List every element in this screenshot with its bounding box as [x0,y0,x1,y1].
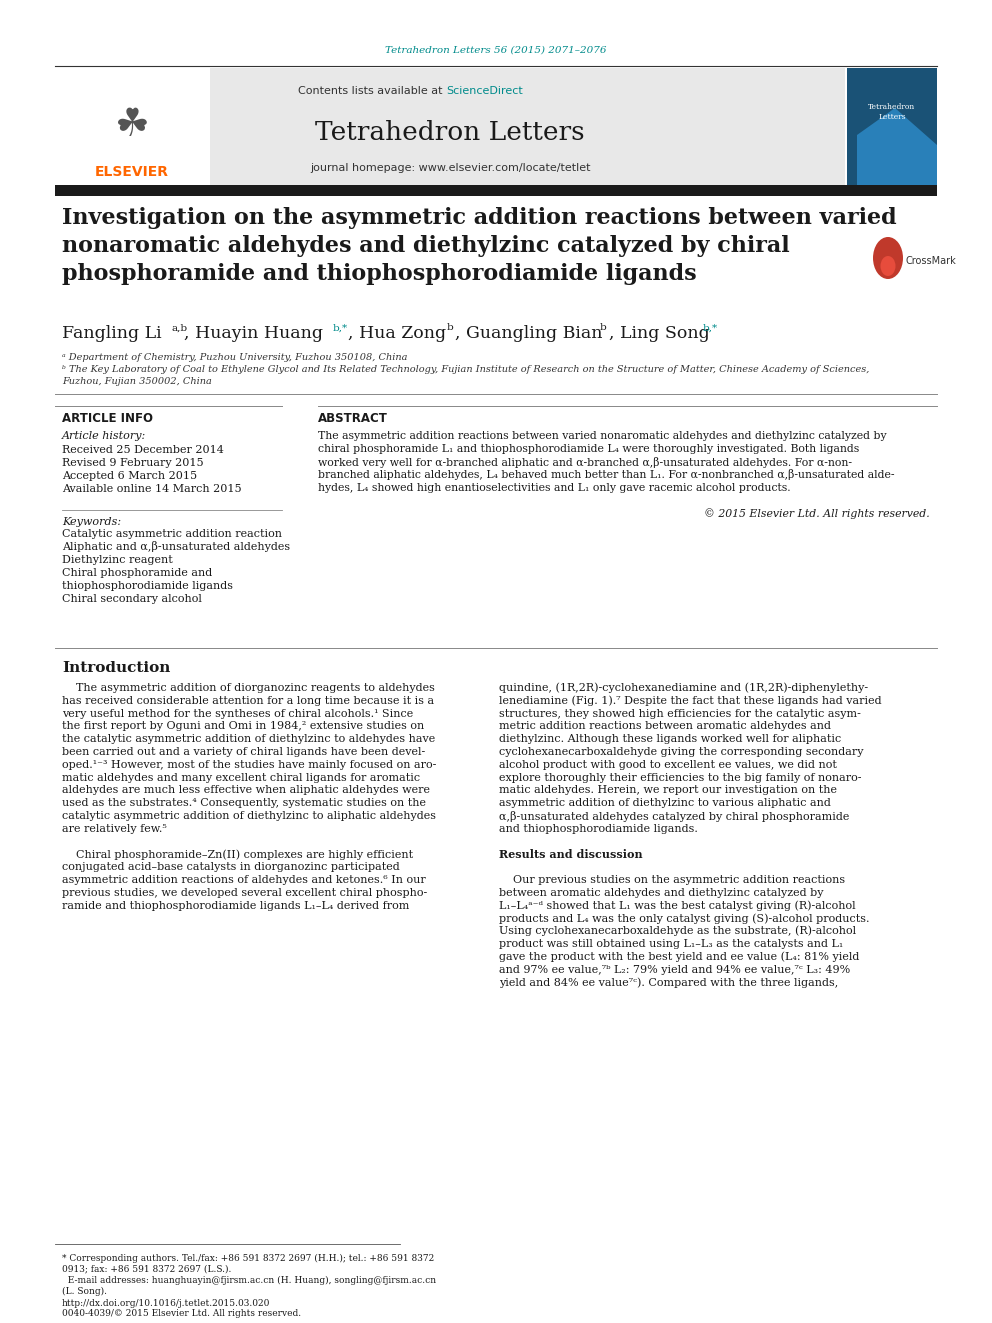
Text: diethylzinc. Although these ligands worked well for aliphatic: diethylzinc. Although these ligands work… [499,734,841,745]
Text: ᵇ The Key Laboratory of Coal to Ethylene Glycol and Its Related Technology, Fuji: ᵇ The Key Laboratory of Coal to Ethylene… [62,365,869,374]
Text: yield and 84% ee value⁷ᶜ). Compared with the three ligands,: yield and 84% ee value⁷ᶜ). Compared with… [499,978,838,988]
Text: Diethylzinc reagent: Diethylzinc reagent [62,556,173,565]
Text: Chiral phosphoramide and: Chiral phosphoramide and [62,568,212,578]
Text: L₁–L₄ᵃ⁻ᵈ showed that L₁ was the best catalyst giving (R)-alcohol: L₁–L₄ᵃ⁻ᵈ showed that L₁ was the best cat… [499,901,856,910]
Text: Revised 9 February 2015: Revised 9 February 2015 [62,458,203,468]
Text: gave the product with the best yield and ee value (L₄: 81% yield: gave the product with the best yield and… [499,951,859,962]
Text: Tetrahedron Letters 56 (2015) 2071–2076: Tetrahedron Letters 56 (2015) 2071–2076 [385,45,607,54]
Text: aldehydes are much less effective when aliphatic aldehydes were: aldehydes are much less effective when a… [62,786,430,795]
Text: asymmetric addition reactions of aldehydes and ketones.⁶ In our: asymmetric addition reactions of aldehyd… [62,875,426,885]
Text: products and L₄ was the only catalyst giving (S)-alcohol products.: products and L₄ was the only catalyst gi… [499,913,870,923]
Text: Using cyclohexanecarboxaldehyde as the substrate, (R)-alcohol: Using cyclohexanecarboxaldehyde as the s… [499,926,856,937]
Text: , Guangling Bian: , Guangling Bian [455,325,602,343]
Text: © 2015 Elsevier Ltd. All rights reserved.: © 2015 Elsevier Ltd. All rights reserved… [704,508,930,520]
Text: ARTICLE INFO: ARTICLE INFO [62,411,153,425]
Text: Tetrahedron Letters: Tetrahedron Letters [315,120,585,146]
Text: a,b: a,b [172,324,188,332]
Text: ☘: ☘ [114,106,150,144]
Text: ScienceDirect: ScienceDirect [446,86,523,97]
Text: and 97% ee value,⁷ᵇ L₂: 79% yield and 94% ee value,⁷ᶜ L₃: 49%: and 97% ee value,⁷ᵇ L₂: 79% yield and 94… [499,964,850,975]
Text: 0040-4039/© 2015 Elsevier Ltd. All rights reserved.: 0040-4039/© 2015 Elsevier Ltd. All right… [62,1310,302,1319]
Text: The asymmetric addition of diorganozinc reagents to aldehydes: The asymmetric addition of diorganozinc … [62,683,434,693]
Text: E-mail addresses: huanghuayin@fjirsm.ac.cn (H. Huang), songling@fjirsm.ac.cn: E-mail addresses: huanghuayin@fjirsm.ac.… [62,1275,436,1285]
Text: ramide and thiophosphorodiamide ligands L₁–L₄ derived from: ramide and thiophosphorodiamide ligands … [62,901,410,910]
FancyBboxPatch shape [55,67,845,185]
Text: * Corresponding authors. Tel./fax: +86 591 8372 2697 (H.H.); tel.: +86 591 8372: * Corresponding authors. Tel./fax: +86 5… [62,1253,434,1262]
Text: Accepted 6 March 2015: Accepted 6 March 2015 [62,471,197,482]
Text: b,*: b,* [703,324,718,332]
Text: matic aldehydes and many excellent chiral ligands for aromatic: matic aldehydes and many excellent chira… [62,773,421,783]
Text: matic aldehydes. Herein, we report our investigation on the: matic aldehydes. Herein, we report our i… [499,786,837,795]
Text: previous studies, we developed several excellent chiral phospho-: previous studies, we developed several e… [62,888,428,898]
FancyBboxPatch shape [847,67,937,185]
Text: conjugated acid–base catalysts in diorganozinc participated: conjugated acid–base catalysts in diorga… [62,863,400,872]
Text: Keywords:: Keywords: [62,517,121,527]
Text: Aliphatic and α,β-unsaturated aldehydes: Aliphatic and α,β-unsaturated aldehydes [62,541,290,553]
Text: alcohol product with good to excellent ee values, we did not: alcohol product with good to excellent e… [499,759,837,770]
Text: ᵃ Department of Chemistry, Puzhou University, Fuzhou 350108, China: ᵃ Department of Chemistry, Puzhou Univer… [62,353,408,363]
Text: Chiral secondary alcohol: Chiral secondary alcohol [62,594,202,605]
Text: used as the substrates.⁴ Consequently, systematic studies on the: used as the substrates.⁴ Consequently, s… [62,798,426,808]
Ellipse shape [873,237,903,279]
Text: Article history:: Article history: [62,431,146,441]
Text: , Huayin Huang: , Huayin Huang [184,325,323,343]
Ellipse shape [881,255,896,277]
FancyBboxPatch shape [55,67,210,185]
Text: thiophosphorodiamide ligands: thiophosphorodiamide ligands [62,581,233,591]
Text: lenediamine (Fig. 1).⁷ Despite the fact that these ligands had varied: lenediamine (Fig. 1).⁷ Despite the fact … [499,696,882,706]
Text: ELSEVIER: ELSEVIER [95,165,169,179]
Text: Introduction: Introduction [62,662,171,675]
Text: very useful method for the syntheses of chiral alcohols.¹ Since: very useful method for the syntheses of … [62,709,414,718]
Text: worked very well for α-branched aliphatic and α-branched α,β-unsaturated aldehyd: worked very well for α-branched aliphati… [318,456,852,467]
Text: the catalytic asymmetric addition of diethylzinc to aldehydes have: the catalytic asymmetric addition of die… [62,734,435,745]
Text: chiral phosphoramide L₁ and thiophosphorodiamide L₄ were thoroughly investigated: chiral phosphoramide L₁ and thiophosphor… [318,445,859,454]
Text: oped.¹⁻³ However, most of the studies have mainly focused on aro-: oped.¹⁻³ However, most of the studies ha… [62,759,436,770]
Text: cyclohexanecarboxaldehyde giving the corresponding secondary: cyclohexanecarboxaldehyde giving the cor… [499,747,863,757]
Text: b: b [600,324,607,332]
Text: are relatively few.⁵: are relatively few.⁵ [62,824,167,833]
Text: 0913; fax: +86 591 8372 2697 (L.S.).: 0913; fax: +86 591 8372 2697 (L.S.). [62,1265,231,1274]
Text: Received 25 December 2014: Received 25 December 2014 [62,445,224,455]
Text: explore thoroughly their efficiencies to the big family of nonaro-: explore thoroughly their efficiencies to… [499,773,861,783]
Text: journal homepage: www.elsevier.com/locate/tetlet: journal homepage: www.elsevier.com/locat… [310,163,590,173]
Text: b,*: b,* [333,324,348,332]
Text: Catalytic asymmetric addition reaction: Catalytic asymmetric addition reaction [62,529,282,538]
Text: metric addition reactions between aromatic aldehydes and: metric addition reactions between aromat… [499,721,831,732]
Text: ABSTRACT: ABSTRACT [318,411,388,425]
Text: between aromatic aldehydes and diethylzinc catalyzed by: between aromatic aldehydes and diethylzi… [499,888,823,898]
Text: The asymmetric addition reactions between varied nonaromatic aldehydes and dieth: The asymmetric addition reactions betwee… [318,431,887,441]
Text: Contents lists available at: Contents lists available at [298,86,446,97]
Text: has received considerable attention for a long time because it is a: has received considerable attention for … [62,696,434,705]
Text: Our previous studies on the asymmetric addition reactions: Our previous studies on the asymmetric a… [499,875,845,885]
Text: Fuzhou, Fujian 350002, China: Fuzhou, Fujian 350002, China [62,377,212,386]
Text: structures, they showed high efficiencies for the catalytic asym-: structures, they showed high efficiencie… [499,709,861,718]
Text: asymmetric addition of diethylzinc to various aliphatic and: asymmetric addition of diethylzinc to va… [499,798,831,808]
Bar [55,185,937,196]
Text: hydes, L₄ showed high enantioselectivities and L₁ only gave racemic alcohol prod: hydes, L₄ showed high enantioselectiviti… [318,483,791,493]
Text: been carried out and a variety of chiral ligands have been devel-: been carried out and a variety of chiral… [62,747,426,757]
Text: branched aliphatic aldehydes, L₄ behaved much better than L₁. For α-nonbranched : branched aliphatic aldehydes, L₄ behaved… [318,470,895,480]
Text: Chiral phosphoramide–Zn(II) complexes are highly efficient: Chiral phosphoramide–Zn(II) complexes ar… [62,849,413,860]
Text: , Hua Zong: , Hua Zong [348,325,446,343]
Text: CrossMark: CrossMark [906,255,956,266]
Text: Fangling Li: Fangling Li [62,325,162,343]
Text: α,β-unsaturated aldehydes catalyzed by chiral phosphoramide: α,β-unsaturated aldehydes catalyzed by c… [499,811,849,822]
Text: quindine, (1R,2R)-cyclohexanediamine and (1R,2R)-diphenylethy-: quindine, (1R,2R)-cyclohexanediamine and… [499,683,868,693]
Text: the first report by Oguni and Omi in 1984,² extensive studies on: the first report by Oguni and Omi in 198… [62,721,425,732]
Text: Results and discussion: Results and discussion [499,849,643,860]
Text: product was still obtained using L₁–L₃ as the catalysts and L₁: product was still obtained using L₁–L₃ a… [499,939,843,949]
Text: and thiophosphorodiamide ligands.: and thiophosphorodiamide ligands. [499,824,698,833]
Text: http://dx.doi.org/10.1016/j.tetlet.2015.03.020: http://dx.doi.org/10.1016/j.tetlet.2015.… [62,1298,271,1307]
Text: Tetrahedron
Letters: Tetrahedron Letters [868,103,916,122]
Text: , Ling Song: , Ling Song [609,325,709,343]
Text: Investigation on the asymmetric addition reactions between varied
nonaromatic al: Investigation on the asymmetric addition… [62,206,897,284]
Polygon shape [857,108,937,185]
Text: Available online 14 March 2015: Available online 14 March 2015 [62,484,242,493]
Text: b: b [447,324,453,332]
Text: catalytic asymmetric addition of diethylzinc to aliphatic aldehydes: catalytic asymmetric addition of diethyl… [62,811,436,822]
Text: (L. Song).: (L. Song). [62,1286,107,1295]
